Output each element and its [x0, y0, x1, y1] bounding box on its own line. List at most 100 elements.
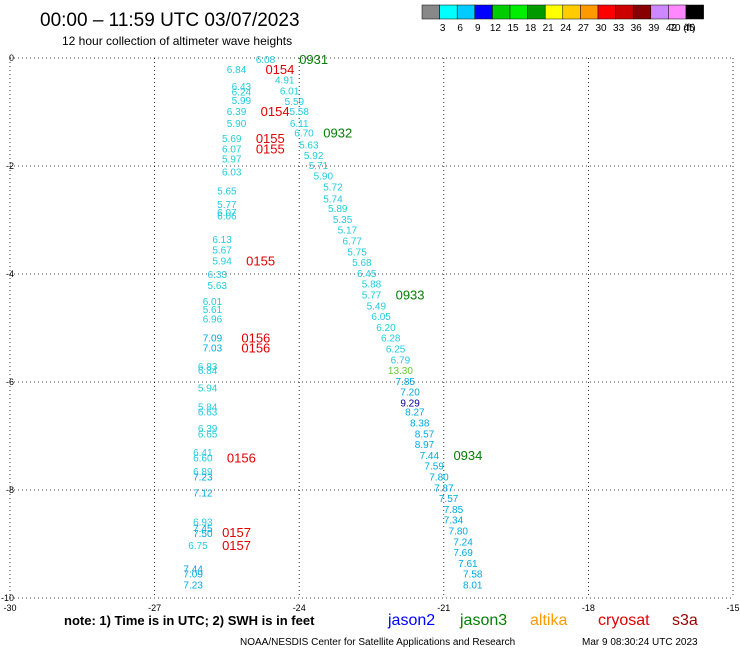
satellite-legend-item: jason2: [387, 612, 435, 629]
colorbar-swatch: [456, 4, 476, 20]
x-tick-label: -15: [726, 603, 739, 613]
colorbar-label: 18: [525, 23, 537, 34]
wave-height-value: 6.24: [232, 87, 252, 98]
y-tick-label: -6: [6, 377, 14, 387]
wave-height-value: 6.01: [280, 86, 300, 97]
colorbar-swatch: [580, 4, 599, 20]
pass-time-label: 0156: [241, 340, 270, 355]
wave-height-value: 6.83: [198, 362, 218, 373]
wave-height-value: 8.27: [405, 408, 425, 419]
colorbar-label: 21: [543, 23, 555, 34]
wave-height-value: 6.96: [203, 314, 223, 325]
wave-height-value: 7.58: [463, 570, 483, 581]
wave-height-value: 5.17: [338, 226, 358, 237]
wave-height-value: 7.09: [183, 570, 203, 581]
wave-height-value: 5.72: [323, 183, 343, 194]
colorbar-label: 36: [631, 23, 643, 34]
colorbar-swatch: [668, 4, 687, 20]
y-tick-label: -8: [6, 485, 14, 495]
colorbar-label: 42: [666, 23, 678, 34]
wave-height-value: 5.99: [232, 96, 252, 107]
wave-height-value: 8.01: [463, 581, 483, 592]
pass-time-label: 0155: [256, 131, 285, 146]
wave-height-value: 6.84: [227, 65, 247, 76]
wave-height-value: 8.38: [410, 419, 430, 430]
pass-time-label: 0156: [241, 331, 270, 346]
wave-height-value: 5.75: [347, 247, 367, 258]
colorbar-swatch: [527, 4, 546, 20]
pass-time-label: 0934: [453, 448, 482, 463]
wave-height-value: 7.03: [203, 343, 223, 354]
pass-time-label: 0157: [222, 525, 251, 540]
wave-height-value: 6.75: [188, 541, 208, 552]
wave-height-value: 5.90: [227, 119, 247, 130]
wave-height-value: 5.68: [352, 258, 372, 269]
time-labels: 0931015401540932015501550155093301560156…: [222, 52, 482, 553]
wave-height-value: 6.70: [294, 129, 314, 140]
wave-height-value: 6.25: [386, 345, 406, 356]
y-tick-label: -2: [6, 161, 14, 171]
colorbar-unit: 70 (ft): [669, 23, 695, 34]
wave-height-value: 5.71: [309, 161, 329, 172]
wave-height-value: 7.59: [424, 462, 444, 473]
wave-height-value: 6.93: [193, 517, 213, 528]
colorbar-swatch: [597, 4, 616, 20]
wave-height-value: 5.94: [212, 257, 232, 268]
wave-height-value: 5.97: [222, 154, 242, 165]
wave-height-value: 5.63: [299, 140, 319, 151]
wave-height-value: 7.69: [453, 548, 473, 559]
wave-height-value: 7.61: [458, 559, 478, 570]
wave-height-value: 6.79: [391, 355, 411, 366]
wave-height-value: 8.57: [415, 429, 435, 440]
wave-height-value: 7.87: [434, 483, 454, 494]
colorbar-label: 3: [440, 23, 446, 34]
y-tick-label: 0: [9, 53, 14, 63]
wave-height-value: 6.03: [222, 167, 242, 178]
wave-height-value: 7.09: [203, 334, 223, 345]
wave-height-value: 6.13: [212, 235, 232, 246]
wave-height-value: 7.80: [429, 473, 449, 484]
colorbar-label: 12: [490, 23, 502, 34]
wave-height-value: 5.89: [328, 204, 348, 215]
wave-height-value: 7.85: [396, 377, 416, 388]
colorbar-label: 6: [457, 23, 463, 34]
satellite-legend-item: cryosat: [598, 612, 650, 629]
wave-height-value: 7.44: [183, 564, 203, 575]
wave-height-value: 5.61: [203, 305, 223, 316]
colorbar-swatch: [562, 4, 581, 20]
colorbar-label: 30: [595, 23, 607, 34]
colorbar-swatch: [421, 4, 440, 20]
wave-height-track: 6.08 6.84 4.91 6.436.24 6.01 5.99 5.59 6.39 5.58…: [183, 55, 482, 591]
wave-height-value: 5.67: [212, 246, 232, 257]
x-tick-label: -24: [293, 603, 306, 613]
wave-height-value: 7.23: [193, 473, 213, 484]
wave-height-value: 6.11: [290, 119, 309, 130]
satellite-legend-item: altika: [530, 612, 567, 629]
x-tick-label: -27: [148, 603, 161, 613]
colorbar-swatch: [509, 4, 528, 20]
colorbar-swatch: [632, 4, 652, 20]
colorbar-swatch: [544, 4, 564, 20]
wave-height-value: 6.33: [208, 270, 228, 281]
wave-height-value: 7.12: [193, 489, 213, 500]
wave-height-value: 6.01: [203, 297, 223, 308]
satellite-legend-item: jason3: [459, 612, 507, 629]
pass-time-label: 0931: [299, 52, 328, 67]
wave-height-value: 7.45: [193, 524, 213, 535]
colorbar-swatch: [685, 4, 704, 20]
axis-ticks: -30 -27 -24 -21 -18 -15 0 -2 -4 -6 -8 -10: [1, 53, 740, 613]
wave-height-value: 7.20: [400, 388, 420, 399]
wave-height-value: 6.20: [376, 323, 396, 334]
wave-height-value: 6.63: [198, 408, 218, 419]
colorbar-swatch: [615, 4, 634, 20]
wave-height-value: 7.34: [444, 516, 464, 527]
wave-height-value: 5.90: [314, 172, 334, 183]
special-values: 13.30 9.29: [388, 366, 420, 409]
pass-time-label: 0154: [261, 104, 290, 119]
colorbar-label: 33: [613, 23, 625, 34]
wave-height-value: 5.94: [198, 383, 218, 394]
y-tick-label: -4: [6, 269, 14, 279]
pass-time-label: 0155: [246, 254, 275, 269]
x-tick-label: -21: [437, 603, 450, 613]
wave-height-value: 6.39: [198, 424, 218, 435]
